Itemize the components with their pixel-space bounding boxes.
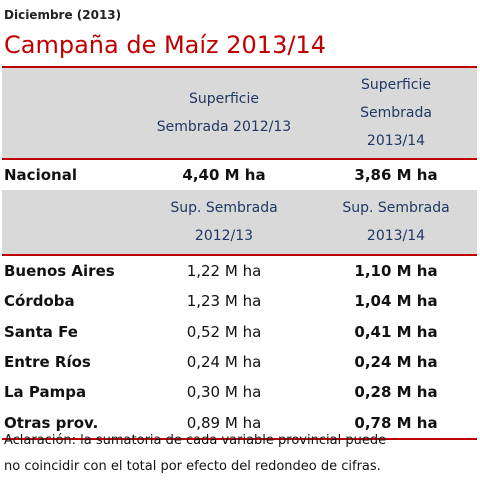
province-value-2012: 1,23 M ha (186, 292, 262, 311)
provincial-header-col-2012-line2: 2012/13 (194, 228, 254, 244)
provincial-header-col-2013-line1: Sup. Sembrada (342, 200, 450, 216)
national-header-col-2013-line3: 2013/14 (366, 133, 426, 149)
table-row: Entre Ríos 0,24 M ha 0,24 M ha (2, 347, 477, 377)
table-row: La Pampa 0,30 M ha 0,28 M ha (2, 377, 477, 407)
national-label: Nacional (4, 166, 77, 184)
national-header-col-2012-line2: Sembrada 2012/13 (156, 119, 292, 135)
province-value-2012: 1,22 M ha (186, 262, 262, 281)
province-name: Entre Ríos (4, 353, 91, 372)
crop-table: Superficie Sembrada 2012/13 Superficie S… (2, 66, 477, 440)
province-value-2013: 1,10 M ha (354, 262, 438, 281)
provincial-header-col-2012-line1: Sup. Sembrada (170, 200, 278, 216)
table-row: Buenos Aires 1,22 M ha 1,10 M ha (2, 256, 477, 286)
province-name: Buenos Aires (4, 262, 115, 281)
national-header-row: Superficie Sembrada 2012/13 Superficie S… (2, 66, 477, 158)
table-row: Córdoba 1,23 M ha 1,04 M ha (2, 286, 477, 316)
national-value-2012: 4,40 M ha (182, 166, 266, 184)
province-value-2012: 0,24 M ha (186, 353, 262, 372)
province-value-2012: 0,52 M ha (186, 322, 262, 341)
report-date: Diciembre (2013) (4, 8, 122, 22)
national-header-col-2012-line1: Superficie (188, 91, 260, 107)
footnote-line1: Aclaración: la sumatoria de cada variabl… (4, 433, 387, 448)
national-header-col-2013: Superficie Sembrada 2013/14 (315, 71, 477, 155)
province-value-2012: 0,89 M ha (186, 413, 262, 432)
provincial-header-col-2013: Sup. Sembrada 2013/14 (315, 194, 477, 250)
provincial-header-row: Sup. Sembrada 2012/13 Sup. Sembrada 2013… (2, 190, 477, 254)
footnote: Aclaración: la sumatoria de cada variabl… (4, 428, 478, 480)
province-value-2013: 0,78 M ha (354, 413, 438, 432)
province-value-2013: 0,24 M ha (354, 353, 438, 372)
national-row: Nacional 4,40 M ha 3,86 M ha (2, 160, 477, 190)
provincial-header-col-2013-line2: 2013/14 (366, 228, 426, 244)
provincial-header-col-2012: Sup. Sembrada 2012/13 (133, 194, 315, 250)
province-value-2013: 0,28 M ha (354, 383, 438, 402)
table-row: Santa Fe 0,52 M ha 0,41 M ha (2, 317, 477, 347)
national-header-col-2012: Superficie Sembrada 2012/13 (133, 85, 315, 141)
province-name: Otras prov. (4, 413, 99, 432)
national-header-col-2013-line2: Sembrada (360, 105, 432, 121)
province-value-2013: 0,41 M ha (354, 322, 438, 341)
national-header-col-2013-line1: Superficie (360, 77, 432, 93)
province-value-2013: 1,04 M ha (354, 292, 438, 311)
province-name: La Pampa (4, 383, 87, 402)
page-title: Campaña de Maíz 2013/14 (4, 31, 326, 59)
divider-line (2, 254, 477, 256)
footnote-line2: no coincidir con el total por efecto del… (4, 459, 381, 474)
province-name: Córdoba (4, 292, 75, 311)
province-value-2012: 0,30 M ha (186, 383, 262, 402)
divider-line (2, 158, 477, 160)
table-row: Otras prov. 0,89 M ha 0,78 M ha (2, 407, 477, 440)
national-value-2013: 3,86 M ha (354, 166, 438, 184)
province-name: Santa Fe (4, 322, 78, 341)
